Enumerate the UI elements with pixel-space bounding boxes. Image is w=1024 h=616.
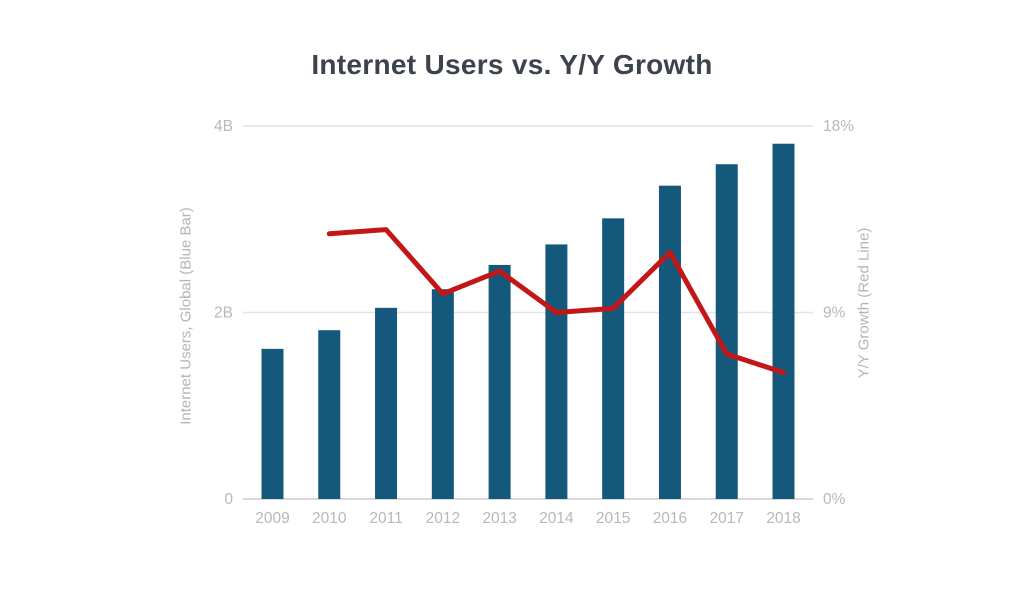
growth-line	[326, 227, 786, 376]
x-axis-label-2014: 2014	[539, 510, 574, 527]
bar-2014	[545, 244, 568, 499]
x-axis-label-2012: 2012	[426, 510, 460, 527]
bar-2012	[431, 289, 454, 499]
bar-2011	[375, 307, 398, 499]
bar-2017	[715, 164, 738, 500]
x-axis-label-2017: 2017	[709, 510, 743, 527]
right-axis-tick: 18%	[823, 118, 854, 135]
left-axis-tick: 0	[224, 491, 233, 508]
bar-2013	[488, 264, 511, 499]
bar-2016	[658, 185, 681, 499]
left-axis-tick: 2B	[214, 305, 233, 322]
x-axis-label-2011: 2011	[369, 510, 402, 527]
bar-2018	[772, 143, 795, 499]
bar-2015	[602, 218, 625, 499]
x-axis-label-2009: 2009	[255, 510, 289, 527]
chart-title: Internet Users vs. Y/Y Growth	[311, 49, 713, 80]
bar-2009	[261, 348, 284, 499]
x-axis-label-2016: 2016	[653, 510, 687, 527]
left-axis-tick: 4B	[214, 118, 233, 135]
x-axis-label-2013: 2013	[482, 510, 516, 527]
right-axis-tick: 9%	[823, 305, 846, 322]
bar-2010	[318, 330, 341, 499]
right-axis-tick: 0%	[823, 491, 846, 508]
x-axis-label-2018: 2018	[766, 510, 800, 527]
x-axis-label-2015: 2015	[596, 510, 630, 527]
x-axis-label-2010: 2010	[312, 510, 347, 527]
